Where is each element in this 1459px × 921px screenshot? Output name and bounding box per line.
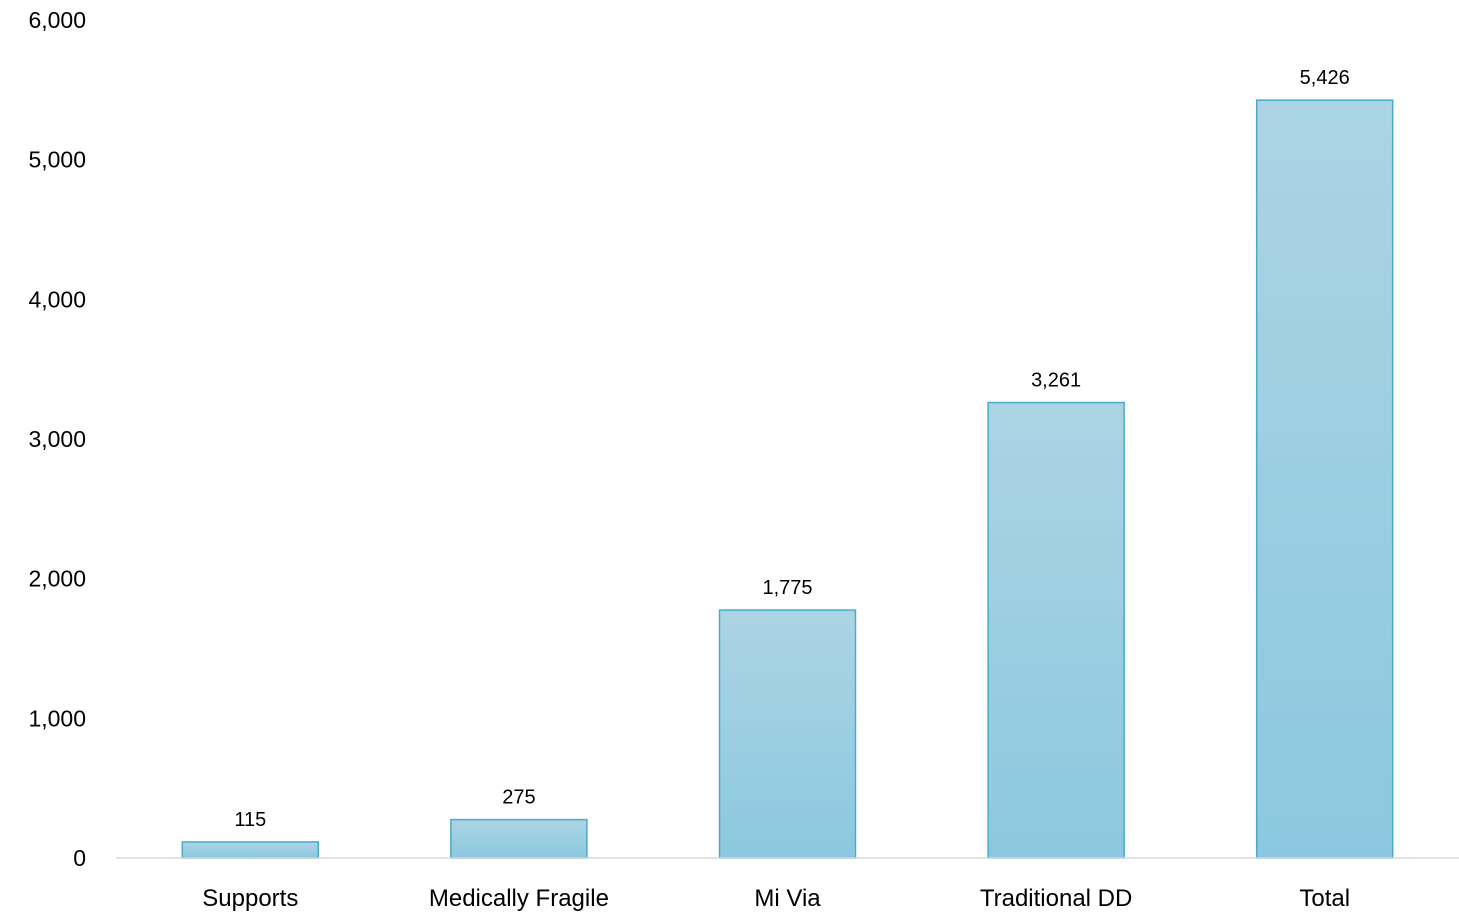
- data-labels-group: 115 275 1,775 3,261 5,426: [234, 67, 1349, 831]
- data-label: 3,261: [1031, 370, 1081, 392]
- category-label: Traditional DD: [980, 885, 1133, 912]
- category-label: Medically Fragile: [429, 885, 609, 912]
- bars-group: [181, 99, 1394, 859]
- data-label: 275: [502, 787, 535, 809]
- category-label: Total: [1299, 885, 1350, 912]
- bar-medically-fragile: [450, 818, 588, 859]
- y-tick-label: 1,000: [28, 705, 86, 731]
- category-label: Supports: [202, 885, 298, 912]
- y-tick-label: 6,000: [28, 7, 86, 33]
- data-label: 5,426: [1300, 67, 1350, 89]
- y-tick-label: 2,000: [28, 566, 86, 592]
- category-label: Mi Via: [754, 885, 821, 912]
- data-label: 115: [234, 809, 266, 831]
- bar-mi-via: [718, 609, 857, 859]
- y-tick-label: 4,000: [28, 286, 86, 312]
- y-axis-tick-labels: 0 1,000 2,000 3,000 4,000 5,000 6,000: [28, 7, 86, 871]
- bar-traditional-dd: [987, 401, 1125, 859]
- x-axis-category-labels: Supports Medically Fragile Mi Via Tradition…: [202, 885, 1350, 912]
- bar-supports: [181, 841, 320, 859]
- y-tick-label: 5,000: [28, 147, 86, 173]
- y-tick-label: 3,000: [28, 426, 86, 452]
- y-tick-label: 0: [73, 845, 86, 871]
- bar-total: [1255, 99, 1394, 859]
- data-label: 1,775: [762, 577, 812, 599]
